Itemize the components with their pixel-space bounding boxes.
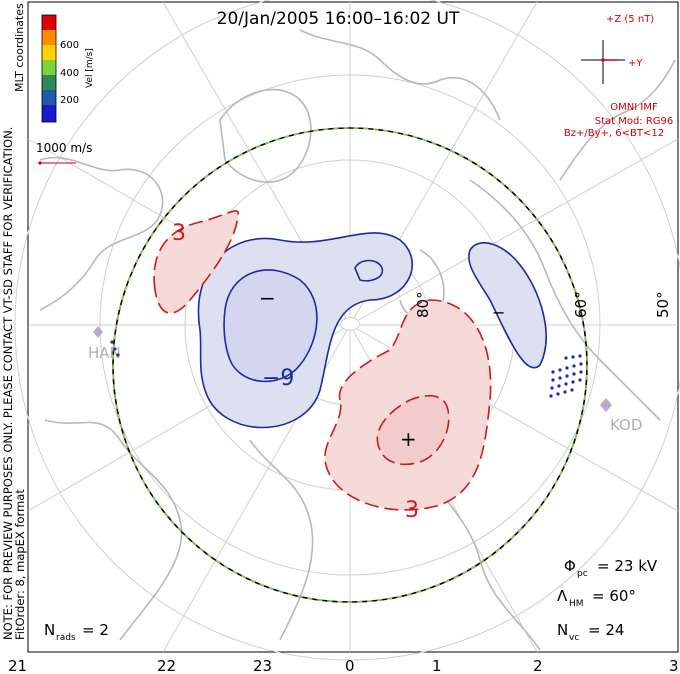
imf-model: Stat Mod: RG96: [595, 116, 674, 127]
hm-boundary-dash: [112, 127, 588, 603]
station-marker-kod: [600, 398, 612, 412]
lat-label-50: 50°: [654, 291, 672, 318]
lat-label-80: 80°: [414, 291, 432, 318]
stat-phi-pc-sub: pc: [577, 569, 588, 579]
potential-minimum-marker-dusk: −: [492, 303, 505, 322]
stat-n-vc-value: = 24: [588, 621, 624, 639]
positive-cell-left: [153, 210, 239, 314]
lat-label-60: 60°: [572, 291, 590, 318]
mlt-tick-23: 23: [253, 657, 272, 674]
colorbar-label: Vel [m/s]: [85, 48, 95, 88]
pole-marker: [339, 317, 361, 331]
stat-n-vc: N vc = 24: [557, 621, 624, 643]
colorbar-tick-200: 200: [60, 95, 79, 106]
stat-n-rads-symbol: N: [44, 621, 55, 639]
imf-source: OMNI IMF: [610, 102, 658, 113]
coordinates-label: MLT coordinates: [13, 3, 26, 92]
preview-note: NOTE: FOR PREVIEW PURPOSES ONLY. PLEASE …: [1, 127, 15, 640]
negative-cell-inner: [223, 269, 318, 383]
imf-z-label: +Z (5 nT): [606, 14, 654, 25]
neg-contour-label: −9: [262, 366, 294, 391]
stat-lambda-hm-symbol: Λ: [557, 587, 568, 605]
station-marker-han: [93, 326, 103, 338]
velocity-vectors: [110, 340, 583, 398]
positive-cell-inner: [376, 394, 450, 466]
mlt-tick-22: 22: [157, 657, 176, 674]
potential-maximum-marker: +: [400, 427, 417, 451]
stat-n-vc-symbol: N: [557, 621, 568, 639]
mlt-tick-21: 21: [8, 657, 27, 674]
imf-y-label: +Y: [628, 58, 643, 69]
potential-minimum-marker: −: [259, 286, 276, 310]
stat-n-rads: N rads = 2: [44, 621, 109, 643]
stat-phi-pc-value: = 23 kV: [597, 557, 658, 575]
map-title: 20/Jan/2005 16:00–16:02 UT: [217, 9, 460, 29]
colorbar-tick-600: 600: [60, 40, 79, 51]
scale-vector-origin: [38, 161, 42, 165]
negative-cell-dusk: [468, 241, 547, 369]
stat-phi-pc-symbol: Φ: [564, 557, 576, 575]
imf-vector-origin: [601, 58, 605, 62]
mlt-tick-1: 1: [432, 657, 442, 674]
stat-phi-pc: Φ pc = 23 kV: [564, 557, 658, 579]
mlt-tick-0: 0: [345, 657, 355, 674]
stat-n-rads-value: = 2: [82, 621, 109, 639]
negative-cell-small: [354, 259, 384, 282]
colorbar-tick-400: 400: [60, 68, 79, 79]
mlt-tick-2: 2: [533, 657, 543, 674]
stat-lambda-hm-value: = 60°: [592, 587, 636, 605]
stat-lambda-hm: Λ HM = 60°: [557, 587, 636, 609]
stat-n-vc-sub: vc: [569, 633, 579, 643]
stat-n-rads-sub: rads: [56, 633, 76, 643]
stat-lambda-hm-sub: HM: [569, 599, 584, 609]
velocity-colorbar: [41, 14, 57, 123]
fit-order-note: FitOrder: 8, mapEX format: [13, 489, 27, 640]
pos-contour-label-bottom: 3: [405, 498, 419, 523]
mlt-tick-3: 3: [669, 657, 679, 674]
scale-vector-label: 1000 m/s: [36, 141, 92, 155]
pos-contour-label-top: 3: [172, 221, 186, 246]
imf-condition: Bz+/By+, 6<BT<12: [564, 128, 664, 139]
station-label-kod: KOD: [610, 416, 642, 434]
station-label-han: HAN: [88, 344, 121, 362]
